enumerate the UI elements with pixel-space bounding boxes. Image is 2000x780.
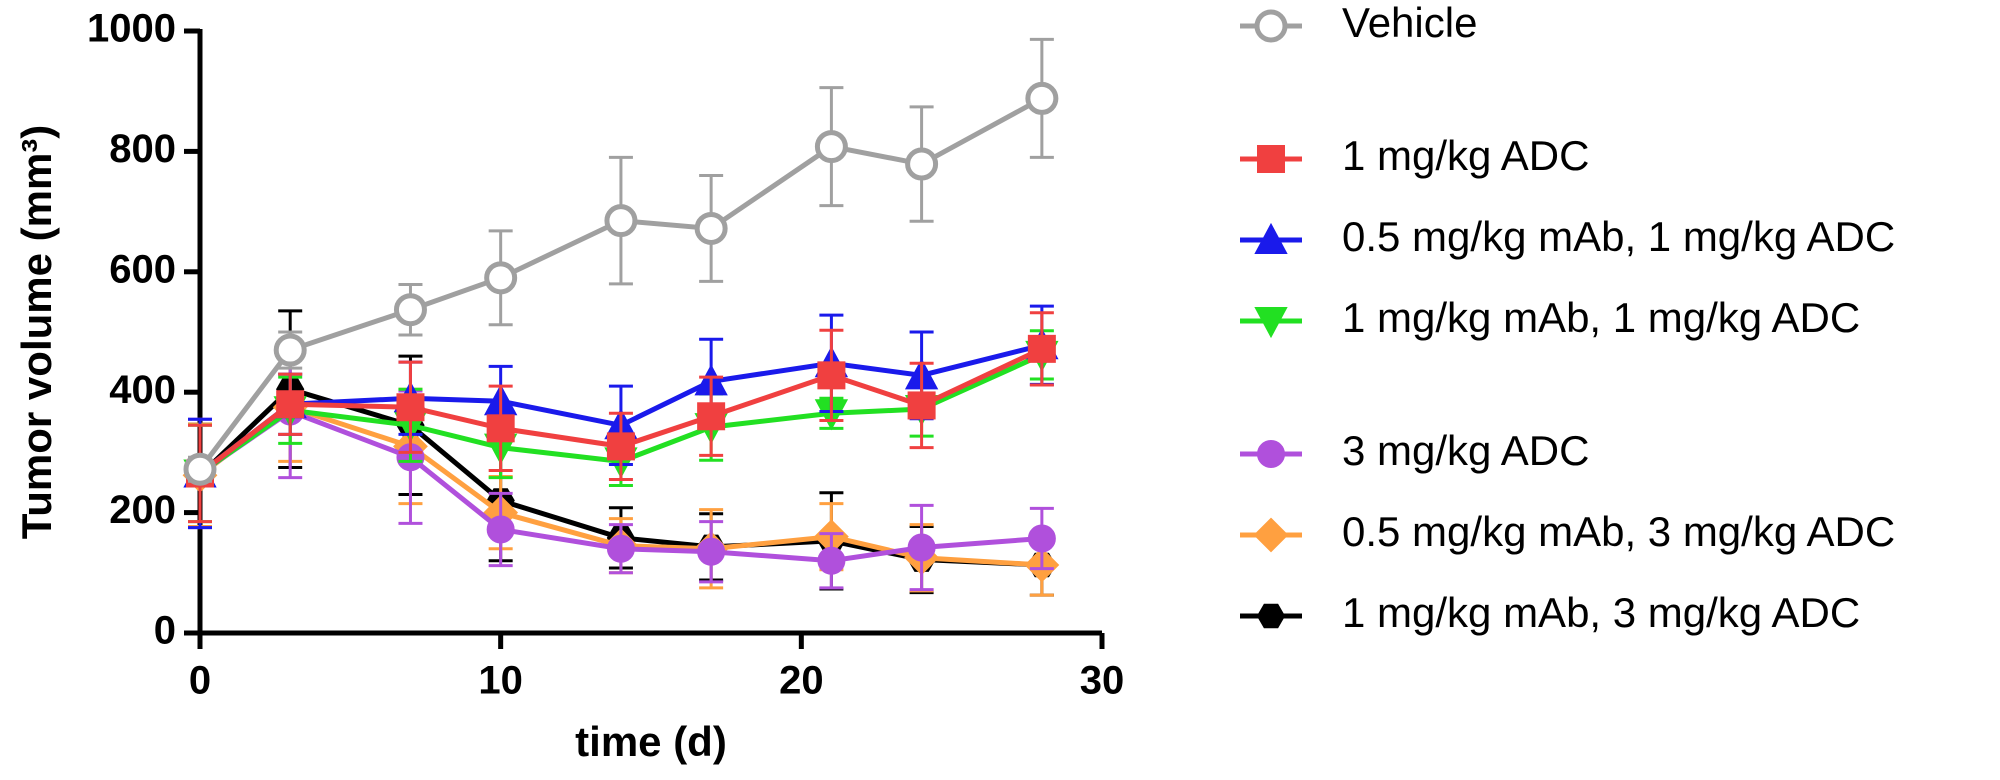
y-tick-label: 200 <box>109 488 176 532</box>
marker <box>606 534 635 563</box>
marker <box>1027 524 1056 553</box>
legend-label: 3 mg/kg ADC <box>1342 427 1589 474</box>
marker <box>273 333 307 367</box>
y-axis-label: Tumor volume (mm³) <box>13 125 60 540</box>
legend-label: 1 mg/kg mAb, 3 mg/kg ADC <box>1342 589 1860 636</box>
marker <box>817 361 846 390</box>
marker <box>1027 334 1056 363</box>
marker <box>817 546 846 575</box>
x-tick-label: 20 <box>779 659 824 703</box>
legend-marker <box>1257 145 1285 173</box>
marker <box>1025 81 1059 115</box>
marker <box>907 533 936 562</box>
marker <box>606 432 635 461</box>
y-tick-label: 800 <box>109 127 176 171</box>
marker <box>396 393 425 422</box>
y-tick-label: 400 <box>109 368 176 412</box>
y-tick-label: 600 <box>109 247 176 291</box>
legend-marker <box>1254 9 1288 43</box>
x-tick-label: 0 <box>189 659 211 703</box>
marker <box>907 391 936 420</box>
legend-label: Vehicle <box>1342 0 1477 46</box>
legend-marker <box>1254 307 1288 339</box>
y-tick-label: 0 <box>154 609 176 653</box>
legend-marker <box>1257 440 1285 468</box>
legend-marker <box>1254 222 1288 254</box>
y-tick-label: 1000 <box>87 7 176 51</box>
marker <box>814 130 848 164</box>
marker <box>486 515 515 544</box>
marker <box>694 211 728 245</box>
legend-label: 1 mg/kg mAb, 1 mg/kg ADC <box>1342 294 1860 341</box>
legend-label: 0.5 mg/kg mAb, 3 mg/kg ADC <box>1342 508 1895 555</box>
marker <box>905 147 939 181</box>
legend-marker <box>1256 603 1286 629</box>
marker <box>697 402 726 431</box>
legend-label: 1 mg/kg ADC <box>1342 132 1589 179</box>
marker <box>393 293 427 327</box>
marker <box>484 261 518 295</box>
marker <box>697 537 726 566</box>
marker <box>183 452 217 486</box>
x-tick-label: 30 <box>1080 659 1125 703</box>
legend-marker <box>1253 517 1289 553</box>
marker <box>276 390 305 419</box>
x-tick-label: 10 <box>478 659 523 703</box>
marker <box>486 414 515 443</box>
marker <box>604 204 638 238</box>
x-axis-label: time (d) <box>575 718 727 765</box>
legend-label: 0.5 mg/kg mAb, 1 mg/kg ADC <box>1342 213 1895 260</box>
